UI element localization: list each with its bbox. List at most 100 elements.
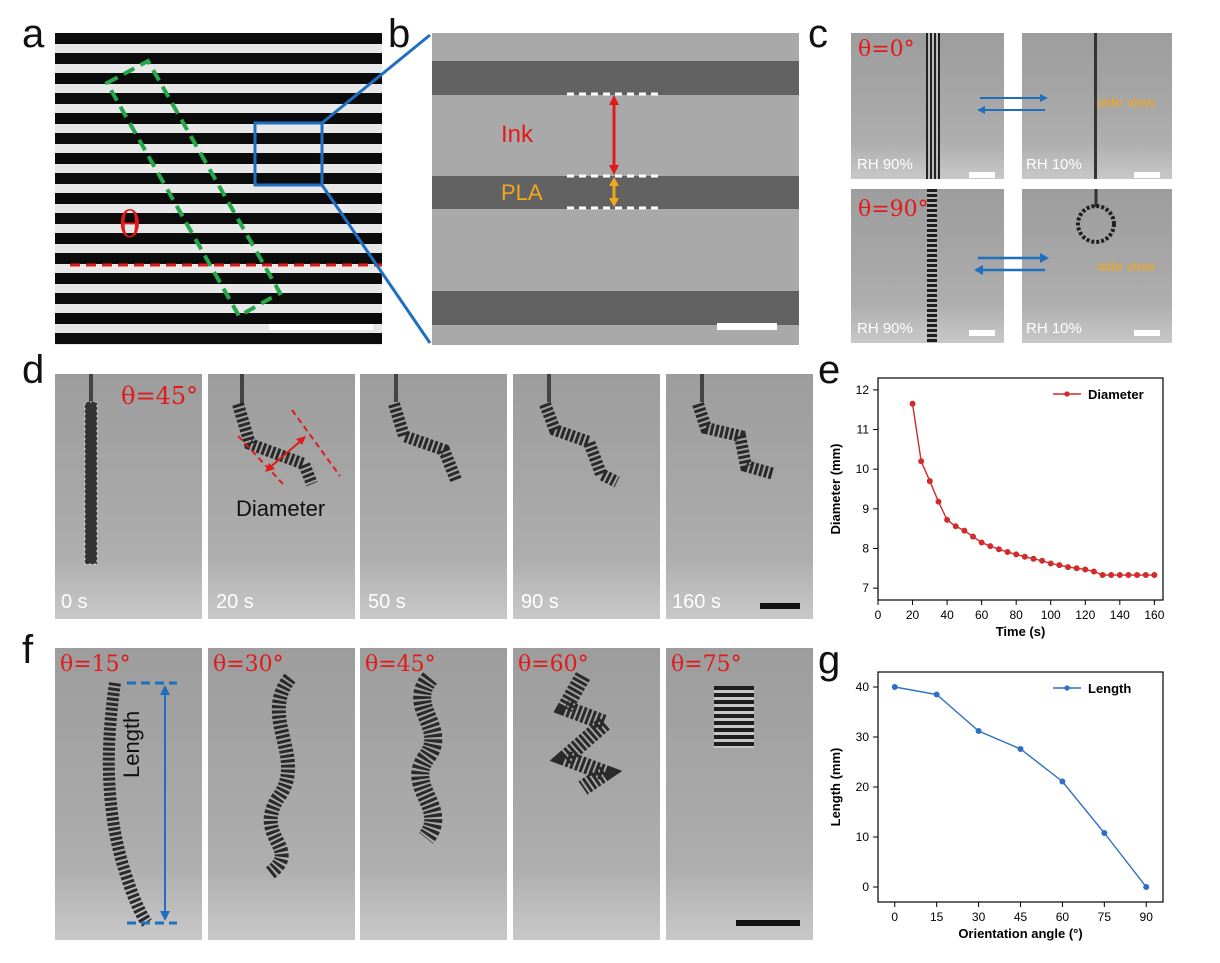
x-tick-label: 30 <box>972 910 986 924</box>
c-photo-theta90-rh90: θ=90° RH 90% <box>851 189 1004 343</box>
c-photo-theta0-rh10: side view RH 10% <box>1022 33 1172 179</box>
theta-label: θ=30° <box>213 652 284 677</box>
theta-label: θ <box>119 205 141 246</box>
x-tick-label: 45 <box>1014 910 1028 924</box>
y-axis-label: Diameter (mm) <box>828 443 843 534</box>
data-point <box>1064 564 1071 571</box>
data-point <box>926 478 933 485</box>
data-point <box>1021 553 1028 560</box>
data-point <box>933 691 940 698</box>
data-point <box>952 523 959 530</box>
scale-bar <box>736 920 800 926</box>
d-photo-50s: 50 s <box>360 374 507 619</box>
rh-label: RH 90% <box>857 156 913 173</box>
data-point <box>935 498 942 505</box>
data-point <box>975 728 982 735</box>
scale-bar <box>1134 172 1160 178</box>
series-line <box>894 686 1147 888</box>
chart-e: 0 20 40 60 80 100 120 140 160 7 8 9 10 11 12 Time (s) Di… <box>828 377 1165 639</box>
panel-label-e: e <box>818 348 841 392</box>
y-tick-label: 20 <box>856 780 870 794</box>
x-tick-label: 75 <box>1098 910 1112 924</box>
panel-label-b: b <box>388 12 411 56</box>
scale-bar <box>969 330 995 336</box>
plot-frame <box>877 377 1164 601</box>
c-photo-theta90-rh10: side view RH 10% <box>1022 189 1172 343</box>
legend-marker <box>1064 685 1070 691</box>
panel-label-d: d <box>22 348 45 392</box>
scale-bar <box>1134 330 1160 336</box>
panel-label-g: g <box>818 638 841 682</box>
data-point <box>1017 746 1024 753</box>
data-point <box>1116 572 1123 579</box>
green-dashed-region <box>104 58 283 319</box>
plot-frame <box>877 671 1164 903</box>
zoom-box <box>253 121 324 187</box>
x-tick-label: 160 <box>1144 608 1164 622</box>
pla-stripe <box>432 291 799 325</box>
data-point <box>1090 568 1097 575</box>
panel-label-f: f <box>22 628 34 672</box>
d-photo-160s: 160 s <box>666 374 813 619</box>
theta90-label: θ=90° <box>858 197 929 222</box>
x-tick-label: 100 <box>1041 608 1061 622</box>
data-point <box>961 527 968 534</box>
y-tick-label: 10 <box>856 830 870 844</box>
d-photo-90s: 90 s <box>513 374 660 619</box>
y-axis-label: Length (mm) <box>828 748 843 827</box>
data-point <box>944 516 951 523</box>
x-axis-label: Orientation angle (°) <box>958 926 1082 941</box>
legend-label: Diameter <box>1088 387 1144 402</box>
y-tick-label: 0 <box>862 880 869 894</box>
x-tick-label: 80 <box>1010 608 1024 622</box>
x-tick-label: 120 <box>1075 608 1095 622</box>
theta-label: θ=60° <box>518 652 589 677</box>
x-tick-label: 20 <box>906 608 920 622</box>
theta45-label: θ=45° <box>121 382 199 410</box>
y-tick-label: 11 <box>857 423 870 437</box>
ink-label: Ink <box>501 121 534 148</box>
time-label: 160 s <box>672 591 721 613</box>
x-axis-label: Time (s) <box>996 624 1046 639</box>
y-tick-label: 12 <box>856 383 870 397</box>
rh-label: RH 10% <box>1026 320 1082 337</box>
data-point <box>1151 572 1158 579</box>
pla-stripe <box>432 61 799 95</box>
y-tick-label: 30 <box>856 730 870 744</box>
y-tick-label: 8 <box>862 541 869 555</box>
time-label: 90 s <box>521 591 559 613</box>
panel-b-overlay <box>567 92 777 330</box>
x-tick-label: 0 <box>891 910 898 924</box>
x-tick-label: 0 <box>875 608 882 622</box>
time-label: 20 s <box>216 591 254 613</box>
rh-label: RH 90% <box>857 320 913 337</box>
f-photo-theta60: θ=60° <box>513 648 660 940</box>
data-point <box>1143 883 1150 890</box>
data-point <box>978 539 985 546</box>
side-view-label: side view <box>1097 94 1155 110</box>
data-point <box>1047 560 1054 567</box>
data-point <box>1004 549 1011 556</box>
series-line <box>911 403 1155 576</box>
side-view-label: side view <box>1097 258 1155 274</box>
theta-label: θ=75° <box>671 652 742 677</box>
data-point <box>1099 572 1106 579</box>
c-transition-arrows <box>974 94 1049 275</box>
theta-label: θ=45° <box>365 652 436 677</box>
x-tick-label: 60 <box>1056 910 1070 924</box>
diameter-label: Diameter <box>236 496 326 521</box>
data-point <box>1134 572 1141 579</box>
data-point <box>1059 778 1066 785</box>
panel-a-overlay <box>70 58 382 330</box>
f-photo-theta45: θ=45° <box>360 648 507 940</box>
c-photo-theta0-rh90: θ=0° RH 90% <box>851 33 1004 179</box>
panel-a-image: θ <box>55 33 382 345</box>
panel-label-a: a <box>22 12 45 56</box>
theta-label: θ=15° <box>60 652 131 677</box>
length-label: Length <box>119 710 144 778</box>
f-photo-theta75: θ=75° <box>666 648 813 940</box>
data-point <box>1013 551 1020 558</box>
scale-bar <box>969 172 995 178</box>
d-photo-0s: θ=45° 0 s <box>55 374 202 619</box>
x-tick-label: 15 <box>930 910 944 924</box>
